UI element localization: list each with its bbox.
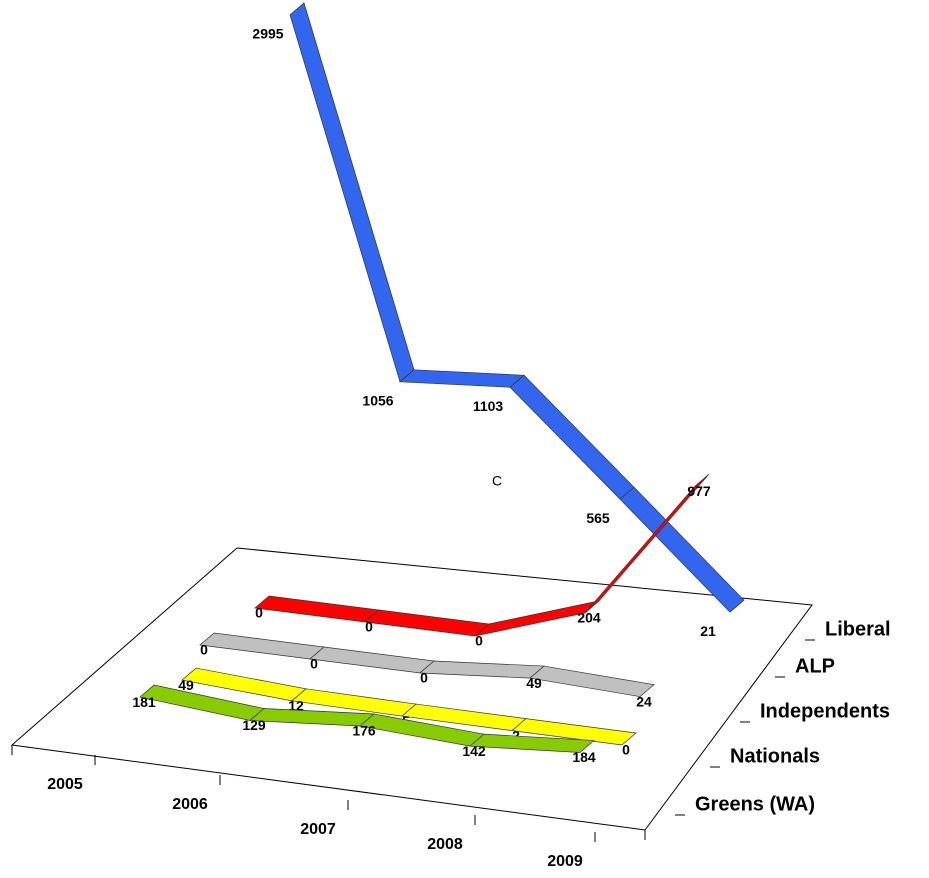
data-label: 0 [200, 642, 208, 658]
data-label: 0 [420, 670, 428, 686]
data-label: 2995 [252, 26, 283, 42]
legend-label: ALP [795, 655, 835, 677]
ribbon-segment [619, 486, 745, 613]
data-label: 0 [475, 633, 483, 649]
data-label: 1056 [362, 393, 393, 409]
data-label: 0 [255, 605, 263, 621]
x-tick-label: 2005 [47, 776, 83, 793]
data-label: 0 [310, 656, 318, 672]
data-label: 21 [700, 623, 716, 639]
data-label: 204 [577, 610, 601, 626]
data-label: 565 [586, 510, 610, 526]
legend-label: Liberal [825, 618, 891, 640]
data-label: 24 [636, 693, 652, 709]
ribbon-segment [309, 646, 435, 674]
ribbon-segment [254, 595, 380, 623]
floor-plane [10, 547, 813, 831]
data-label: 49 [178, 677, 194, 693]
x-tick-label: 2008 [427, 836, 463, 853]
ribbon-segment [289, 2, 415, 383]
data-label: 977 [687, 483, 711, 499]
ribbon-segment [509, 374, 635, 500]
data-label: 181 [132, 694, 156, 710]
annotation: C [492, 473, 502, 489]
data-label: 129 [242, 717, 266, 733]
data-label: 2 [512, 727, 520, 743]
data-label: 176 [352, 723, 376, 739]
legend-label: Nationals [730, 745, 820, 767]
ribbon-segment [199, 632, 325, 660]
x-tick-label: 2009 [547, 853, 583, 870]
data-label: 184 [572, 749, 596, 765]
data-label: 0 [365, 619, 373, 635]
ribbon-segment [529, 665, 655, 698]
data-label: 12 [288, 698, 304, 714]
data-label: 1103 [473, 398, 504, 414]
x-tick-label: 2007 [300, 821, 336, 838]
ribbon-segment [364, 609, 490, 637]
legend-label: Greens (WA) [695, 793, 815, 815]
data-label: 49 [526, 675, 542, 691]
floor [10, 547, 813, 840]
data-label: 142 [462, 743, 486, 759]
ribbon-segment [584, 473, 710, 614]
ribbon-segment [469, 733, 595, 753]
legend-label: Independents [760, 700, 890, 722]
x-tick-label: 2006 [172, 796, 208, 813]
ribbon-segment [399, 369, 525, 388]
data-label: 0 [622, 742, 630, 758]
